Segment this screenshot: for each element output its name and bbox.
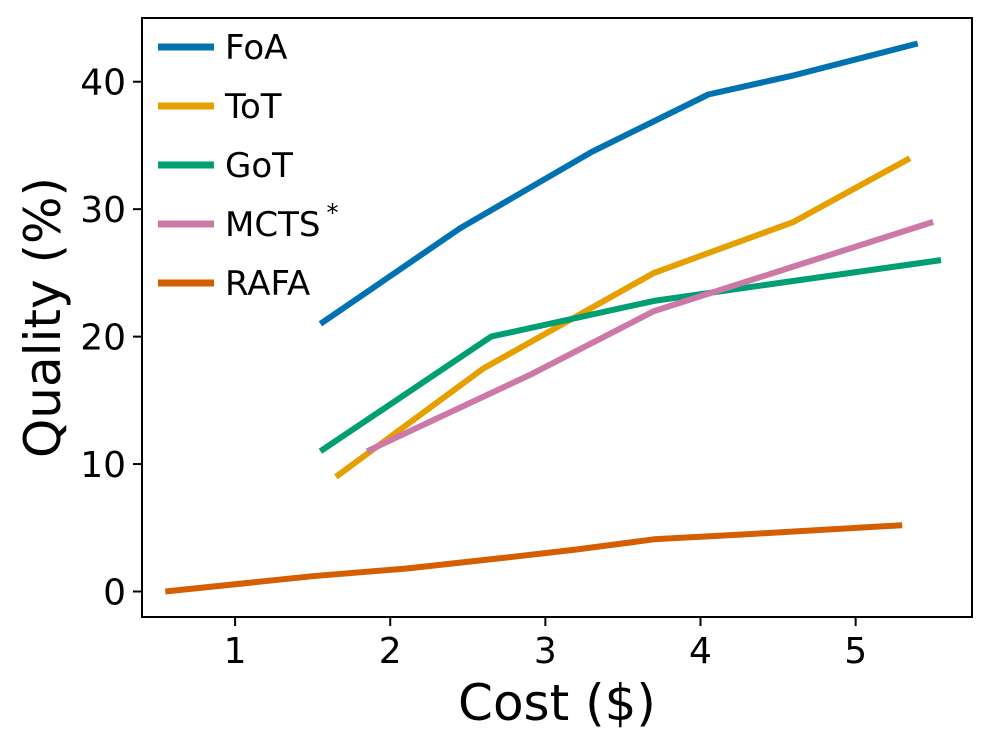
y-tick-label: 20 — [80, 318, 126, 359]
legend: FoA ToT GoT MCTS * RAFA — [158, 28, 338, 304]
y-tick-label: 40 — [80, 63, 126, 104]
x-tick-label: 4 — [689, 631, 712, 672]
legend-label-rafa: RAFA — [225, 264, 310, 304]
x-tick-label: 1 — [224, 631, 247, 672]
legend-label-got: GoT — [225, 146, 293, 186]
series-line-rafa — [164, 522, 903, 595]
series-line-got — [318, 257, 942, 454]
axis-ticks: 1 2 3 4 5 0 10 20 30 40 — [80, 63, 867, 672]
plot-frame — [141, 17, 973, 618]
legend-label-tot: ToT — [224, 87, 282, 127]
x-tick-label: 2 — [379, 631, 402, 672]
legend-superscript-mcts: * — [326, 199, 338, 227]
series-line-mcts — [365, 219, 935, 455]
x-axis-label: Cost ($) — [458, 674, 656, 732]
legend-label-mcts: MCTS — [225, 205, 320, 245]
y-axis-label: Quality (%) — [14, 177, 72, 458]
series-line-tot — [334, 155, 912, 480]
series-lines — [164, 40, 942, 595]
x-tick-label: 5 — [844, 631, 867, 672]
x-tick-label: 3 — [534, 631, 557, 672]
legend-label-foa: FoA — [225, 28, 287, 68]
y-tick-label: 0 — [103, 573, 126, 614]
series-line-foa — [318, 40, 919, 327]
y-tick-label: 30 — [80, 190, 126, 231]
y-tick-label: 10 — [80, 445, 126, 486]
